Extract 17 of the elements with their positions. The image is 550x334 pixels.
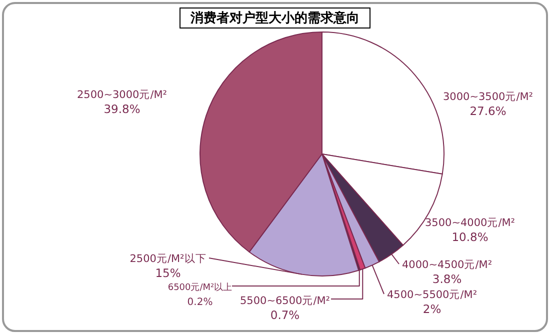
data-label: 39.8% <box>104 102 140 116</box>
data-label: 10.8% <box>452 230 488 244</box>
slice-label: 6500元/M²以上 <box>168 282 232 293</box>
slice-label: 2500~3000元/M² <box>76 89 168 101</box>
slice-label: 4000~4500元/M² <box>402 259 492 271</box>
slice-label: 2500元/M²以下 <box>130 252 206 265</box>
data-label: 0.2% <box>187 297 213 308</box>
slice-label: 5500~6500元/M² <box>240 295 330 307</box>
slice-label: 4500~5500元/M² <box>387 289 478 301</box>
slice-label: 3000~3500元/M² <box>442 91 534 103</box>
data-label: 0.7% <box>270 308 300 322</box>
data-label: 2% <box>422 302 442 316</box>
data-label: 27.6% <box>470 104 506 118</box>
slice-label: 3500~4000元/M² <box>424 217 516 229</box>
data-label: 3.8% <box>432 272 462 286</box>
data-label: 15% <box>155 266 181 280</box>
chart-title: 消费者对户型大小的需求意向 <box>190 10 360 26</box>
